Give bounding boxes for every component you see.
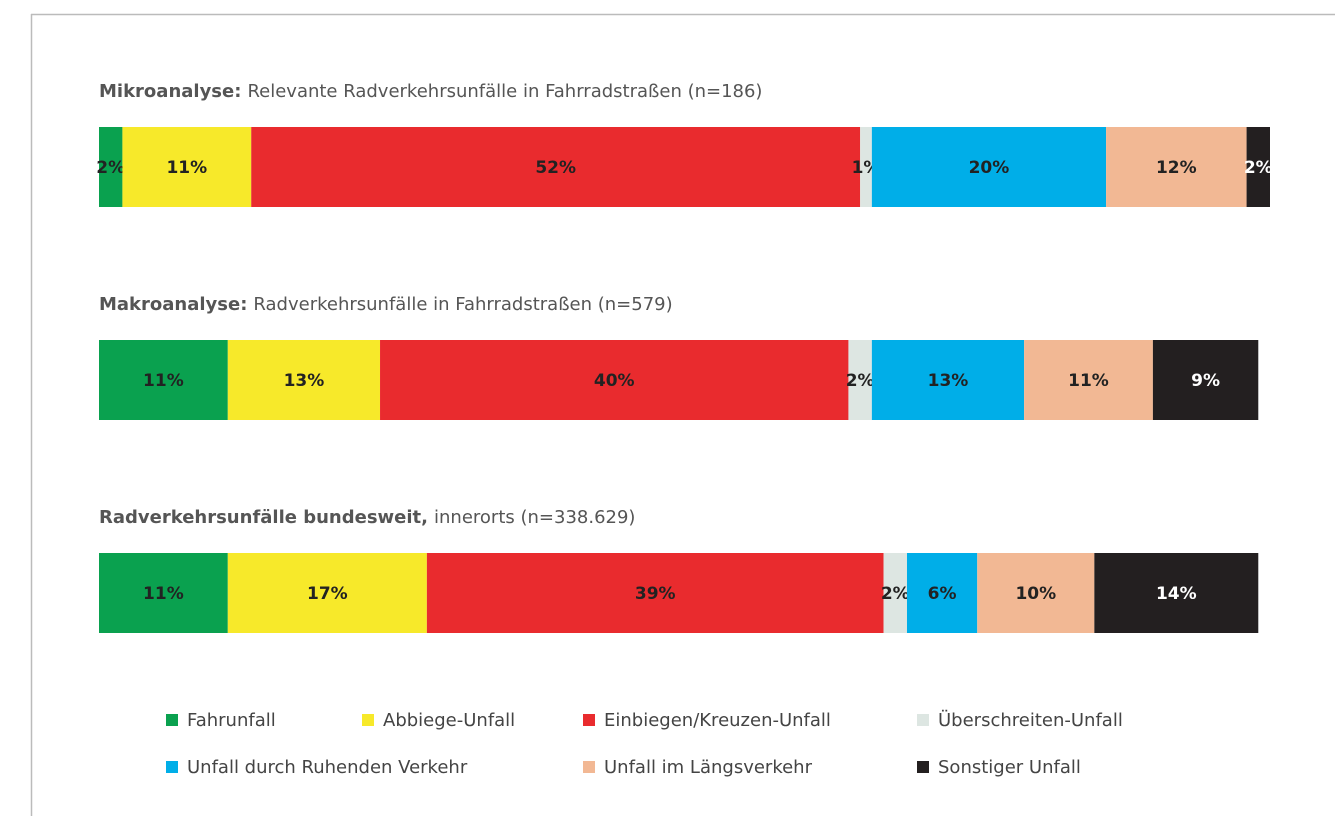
bar-segment	[977, 553, 1095, 633]
bar-segment	[122, 127, 252, 207]
legend-label: Unfall durch Ruhenden Verkehr	[187, 757, 468, 778]
legend-swatch	[362, 714, 374, 726]
row-title-text: Relevante Radverkehrsunfälle in Fahrrads…	[247, 81, 762, 102]
row-title: Makroanalyse: Radverkehrsunfälle in Fahrr…	[99, 294, 673, 315]
value-label: 13%	[928, 371, 969, 391]
row-title-text: innerorts (n=338.629)	[434, 507, 635, 528]
value-label: 11%	[166, 158, 207, 178]
value-label: 17%	[307, 584, 348, 604]
legend-label: Einbiegen/Kreuzen-Unfall	[604, 710, 831, 731]
value-label: 9%	[1191, 371, 1220, 391]
bar-segment	[848, 340, 872, 420]
legend-label: Überschreiten-Unfall	[938, 709, 1123, 731]
bar-segment	[871, 127, 1107, 207]
row-title: Mikroanalyse: Relevante Radverkehrsunfäll…	[99, 81, 762, 102]
legend-label: Unfall im Längsverkehr	[604, 757, 813, 778]
value-label: 12%	[1156, 158, 1197, 178]
value-label: 40%	[594, 371, 635, 391]
value-label: 52%	[535, 158, 576, 178]
legend-swatch	[917, 714, 929, 726]
bar-segment	[871, 340, 1025, 420]
bar-segment	[906, 553, 978, 633]
bar-segment	[1094, 553, 1259, 633]
bar-segment	[860, 127, 872, 207]
value-label: 14%	[1156, 584, 1197, 604]
row-title-text: Radverkehrsunfälle in Fahrradstraßen (n=…	[253, 294, 672, 315]
value-label: 13%	[284, 371, 325, 391]
legend-label: Fahrunfall	[187, 710, 276, 731]
row-title-bold: Mikroanalyse:	[99, 81, 241, 102]
bar-segment	[1024, 340, 1153, 420]
bar-segment	[1152, 340, 1259, 420]
bar-segment	[1106, 127, 1247, 207]
value-label: 20%	[969, 158, 1010, 178]
row-title: Radverkehrsunfälle bundesweit, innerorts …	[99, 507, 635, 528]
bar-segment	[251, 127, 861, 207]
legend-swatch	[583, 714, 595, 726]
bar-segment	[99, 553, 228, 633]
bar-segment	[1246, 127, 1270, 207]
value-label: 11%	[143, 371, 184, 391]
value-label: 2%	[96, 158, 125, 178]
value-label: 2%	[846, 371, 875, 391]
legend-swatch	[166, 714, 178, 726]
bar-segment	[380, 340, 849, 420]
bar-segment	[883, 553, 907, 633]
value-label: 10%	[1015, 584, 1056, 604]
bar-segment	[227, 553, 427, 633]
bar-segment	[426, 553, 884, 633]
row-title-bold: Makroanalyse:	[99, 294, 247, 315]
value-label: 11%	[143, 584, 184, 604]
bar-segment	[99, 340, 228, 420]
value-label: 11%	[1068, 371, 1109, 391]
value-label: 6%	[928, 584, 957, 604]
legend-label: Abbiege-Unfall	[383, 710, 515, 731]
bar-segment	[227, 340, 381, 420]
legend-swatch	[583, 761, 595, 773]
row-title-bold: Radverkehrsunfälle bundesweit,	[99, 507, 428, 528]
legend-swatch	[917, 761, 929, 773]
bar-segment	[99, 127, 123, 207]
legend-swatch	[166, 761, 178, 773]
value-label: 2%	[1244, 158, 1273, 178]
value-label: 39%	[635, 584, 676, 604]
value-label: 2%	[881, 584, 910, 604]
legend-label: Sonstiger Unfall	[938, 757, 1081, 778]
